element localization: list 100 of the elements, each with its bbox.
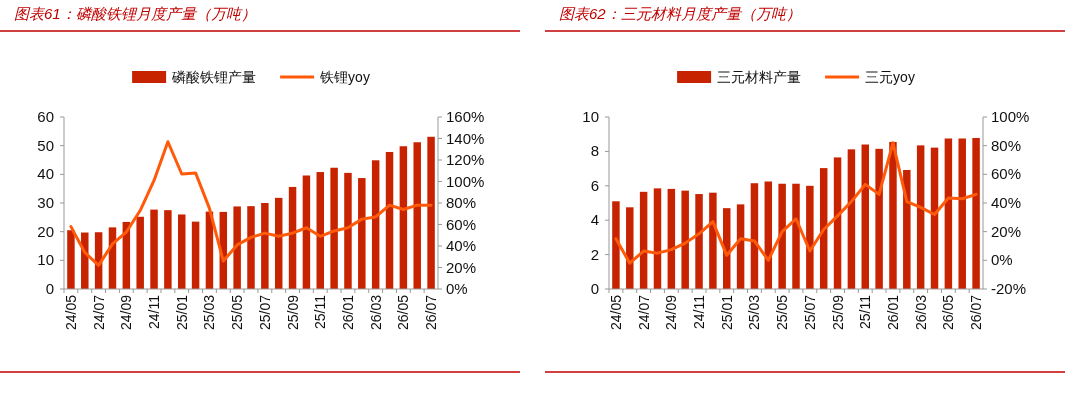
x-tick-label: 25/07 <box>256 294 273 331</box>
x-tick-label: 26/07 <box>968 294 985 331</box>
x-tick-label: 24/09 <box>663 294 680 331</box>
y2-tick-label: 80% <box>446 194 477 211</box>
x-tick-label: 25/05 <box>229 294 246 331</box>
bar <box>972 137 980 289</box>
y2-tick-label: 100% <box>446 172 485 190</box>
bar <box>233 206 241 289</box>
legend-label: 铁锂yoy <box>319 69 370 85</box>
x-tick-label: 24/11 <box>691 294 708 329</box>
chart-title: 图表61：磷酸铁锂月度产量（万吨） <box>14 5 256 22</box>
y-tick-label: 30 <box>37 194 54 211</box>
y-tick-label: 60 <box>37 108 54 125</box>
x-tick-label: 25/01 <box>173 294 190 331</box>
x-tick-label: 24/05 <box>62 294 79 331</box>
bar <box>344 172 352 289</box>
y2-tick-label: 100% <box>991 108 1030 125</box>
bar <box>612 201 620 289</box>
x-tick-label: 25/01 <box>718 294 735 331</box>
y2-tick-label: 140% <box>446 129 485 147</box>
bar <box>178 214 186 289</box>
x-tick-label: 25/09 <box>284 294 301 331</box>
x-tick-label: 25/11 <box>312 294 329 329</box>
x-tick-label: 25/07 <box>801 294 818 331</box>
x-tick-label: 25/03 <box>746 294 763 331</box>
bar <box>261 203 269 289</box>
bar <box>875 148 883 289</box>
legend-label: 三元材料产量 <box>717 69 802 85</box>
x-tick-label: 26/03 <box>912 294 929 331</box>
bar <box>944 138 953 289</box>
x-tick-label: 25/03 <box>201 294 218 331</box>
bar <box>653 188 662 289</box>
bar <box>164 210 172 289</box>
y-tick-label: 6 <box>590 176 599 194</box>
x-tick-label: 26/05 <box>940 294 957 331</box>
y2-tick-label: 0% <box>991 251 1013 269</box>
bar <box>81 232 89 289</box>
bar <box>903 169 911 289</box>
y2-tick-label: 120% <box>446 151 485 168</box>
x-tick-label: 25/11 <box>857 294 874 329</box>
bar <box>288 186 297 289</box>
bar <box>427 136 435 289</box>
bar <box>681 190 689 289</box>
line-series <box>614 141 978 265</box>
bar <box>330 167 338 289</box>
bar <box>316 172 324 289</box>
x-tick-label: 24/07 <box>635 294 652 331</box>
bar <box>385 151 394 289</box>
bar <box>958 138 966 289</box>
bar <box>150 209 158 289</box>
legend-label: 三元yoy <box>865 69 915 85</box>
y2-tick-label: 40% <box>446 237 477 254</box>
bar <box>930 147 939 289</box>
y-tick-label: 2 <box>590 245 599 263</box>
x-tick-label: 25/09 <box>829 294 846 331</box>
bar <box>371 160 380 289</box>
y2-tick-label: 0% <box>446 280 468 297</box>
x-tick-label: 25/05 <box>774 294 791 331</box>
bar <box>626 207 634 289</box>
x-tick-label: 24/05 <box>607 294 624 331</box>
y-tick-label: 20 <box>37 222 54 240</box>
bar <box>792 183 800 289</box>
bar <box>806 185 814 289</box>
bar <box>847 149 856 289</box>
x-tick-label: 24/11 <box>146 294 163 329</box>
y2-tick-label: 40% <box>991 194 1022 211</box>
y2-tick-label: 60% <box>991 165 1022 183</box>
x-tick-label: 26/01 <box>884 294 901 331</box>
y-tick-label: 10 <box>37 251 54 269</box>
y2-tick-label: 160% <box>446 108 485 125</box>
legend-label: 磷酸铁锂产量 <box>171 69 257 85</box>
bar <box>399 146 408 289</box>
bar <box>302 175 311 289</box>
bar <box>67 230 75 289</box>
x-tick-label: 24/09 <box>118 294 135 331</box>
y-tick-label: 8 <box>590 142 599 160</box>
bar <box>889 141 897 289</box>
x-tick-label: 26/05 <box>395 294 412 331</box>
y-tick-label: 0 <box>45 280 54 297</box>
y2-tick-label: 80% <box>991 136 1022 154</box>
bar <box>358 178 366 289</box>
y-tick-label: 10 <box>582 108 599 125</box>
y-tick-label: 4 <box>590 211 599 229</box>
y-tick-label: 50 <box>37 136 54 154</box>
x-tick-label: 26/03 <box>367 294 384 331</box>
y2-tick-label: 60% <box>446 215 477 233</box>
bar <box>136 216 144 289</box>
bar <box>247 206 255 289</box>
chart-title: 图表62：三元材料月度产量（万吨） <box>559 5 801 22</box>
y2-tick-label: 20% <box>991 222 1022 240</box>
bar <box>778 183 786 289</box>
y-tick-label: 40 <box>37 165 54 183</box>
bar <box>833 157 842 289</box>
x-tick-label: 26/01 <box>339 294 356 331</box>
y2-tick-label: -20% <box>991 280 1027 297</box>
x-tick-label: 26/07 <box>423 294 440 331</box>
bar <box>695 194 703 289</box>
bar <box>861 144 869 289</box>
y2-tick-label: 20% <box>446 258 477 276</box>
bar <box>709 192 717 289</box>
